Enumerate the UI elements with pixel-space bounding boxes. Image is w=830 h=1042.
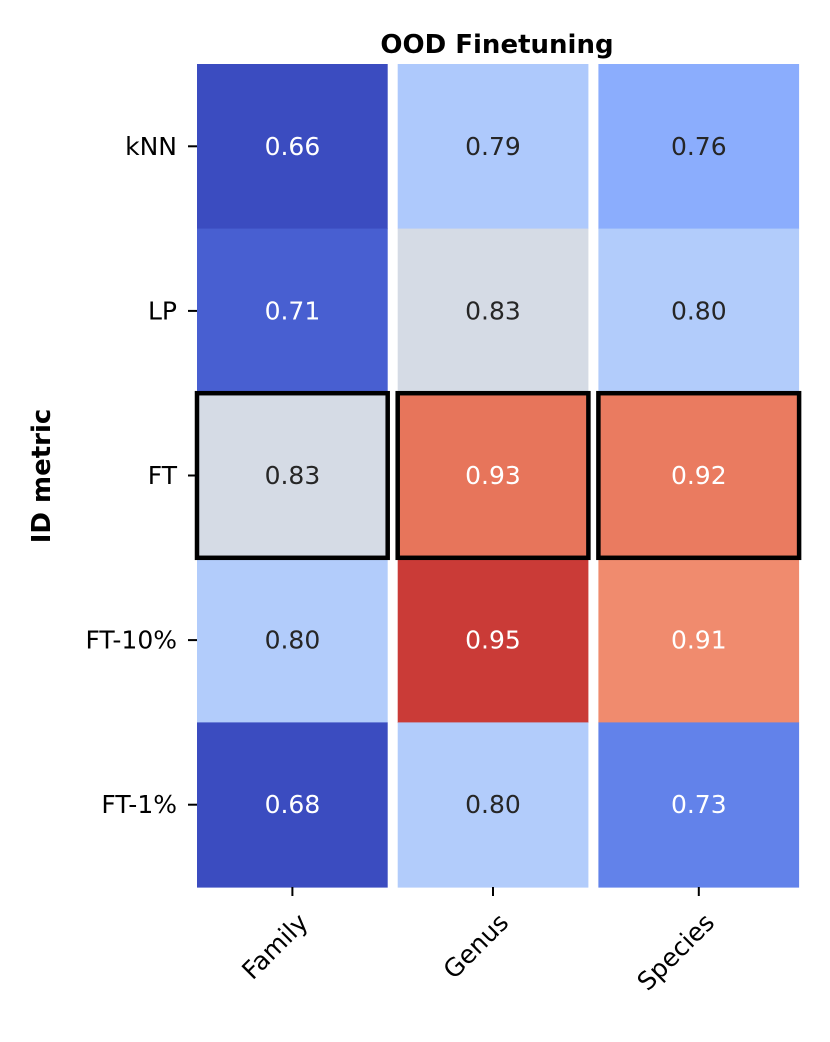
value-label-ft-species: 0.92 bbox=[671, 461, 727, 490]
x-tick-label-genus: Genus bbox=[438, 908, 515, 985]
x-tick-label-species: Species bbox=[632, 908, 721, 997]
value-label-knn-family: 0.66 bbox=[265, 132, 321, 161]
value-label-lp-family: 0.71 bbox=[265, 296, 321, 325]
heatmap-cell-lp-genus bbox=[397, 228, 589, 394]
highlight-layer bbox=[194, 390, 802, 561]
y-tick-label-knn: kNN bbox=[125, 132, 177, 161]
y-tick-label-lp: LP bbox=[148, 296, 177, 325]
highlight-box-ft-species bbox=[596, 390, 802, 561]
heatmap-cell-knn-species bbox=[598, 64, 800, 230]
value-label-knn-genus: 0.79 bbox=[465, 132, 521, 161]
heatmap-cell-ft-10pct-genus bbox=[397, 557, 589, 723]
value-label-ft-1pct-family: 0.68 bbox=[265, 790, 321, 819]
heatmap-cell-ft-family bbox=[197, 393, 388, 559]
y-tick-label-ft: FT bbox=[148, 461, 178, 490]
highlight-box-ft-genus bbox=[395, 390, 591, 561]
heatmap-cell-ft-10pct-species bbox=[598, 557, 800, 723]
value-label-ft-1pct-genus: 0.80 bbox=[465, 790, 521, 819]
y-tick-label-ft-1pct: FT-1% bbox=[101, 790, 177, 819]
heatmap-cell-ft-genus bbox=[397, 393, 589, 559]
heatmap-cells bbox=[197, 64, 800, 888]
value-label-ft-genus: 0.93 bbox=[465, 461, 521, 490]
value-label-ft-10pct-species: 0.91 bbox=[671, 626, 727, 655]
heatmap-cell-ft-1pct-genus bbox=[397, 722, 589, 888]
value-label-lp-species: 0.80 bbox=[671, 296, 727, 325]
heatmap-cell-knn-family bbox=[197, 64, 388, 230]
x-tick-label-family: Family bbox=[236, 908, 314, 986]
value-label-knn-species: 0.76 bbox=[671, 132, 727, 161]
value-label-lp-genus: 0.83 bbox=[465, 296, 521, 325]
x-axis: Family Genus Species bbox=[236, 887, 720, 996]
y-axis: kNN LP FT FT-10% FT-1% bbox=[85, 132, 197, 819]
value-label-ft-1pct-species: 0.73 bbox=[671, 790, 727, 819]
y-axis-label: ID metric bbox=[27, 409, 57, 544]
heatmap-cell-knn-genus bbox=[397, 64, 589, 230]
heatmap-cell-ft-1pct-species bbox=[598, 722, 800, 888]
heatmap-value-labels: 0.66 0.79 0.76 0.71 0.83 0.80 0.83 0.93 0.92 0.80… bbox=[265, 132, 727, 819]
heatmap-cell-ft-species bbox=[598, 393, 800, 559]
chart-title: OOD Finetuning bbox=[380, 30, 613, 60]
value-label-ft-10pct-family: 0.80 bbox=[265, 626, 321, 655]
heatmap-cell-ft-10pct-family bbox=[197, 557, 388, 723]
value-label-ft-family: 0.83 bbox=[265, 461, 321, 490]
heatmap-cell-lp-family bbox=[197, 228, 388, 394]
value-label-ft-10pct-genus: 0.95 bbox=[465, 626, 521, 655]
heatmap-cell-ft-1pct-family bbox=[197, 722, 388, 888]
y-tick-label-ft-10pct: FT-10% bbox=[85, 626, 177, 655]
heatmap-cell-lp-species bbox=[598, 228, 800, 394]
